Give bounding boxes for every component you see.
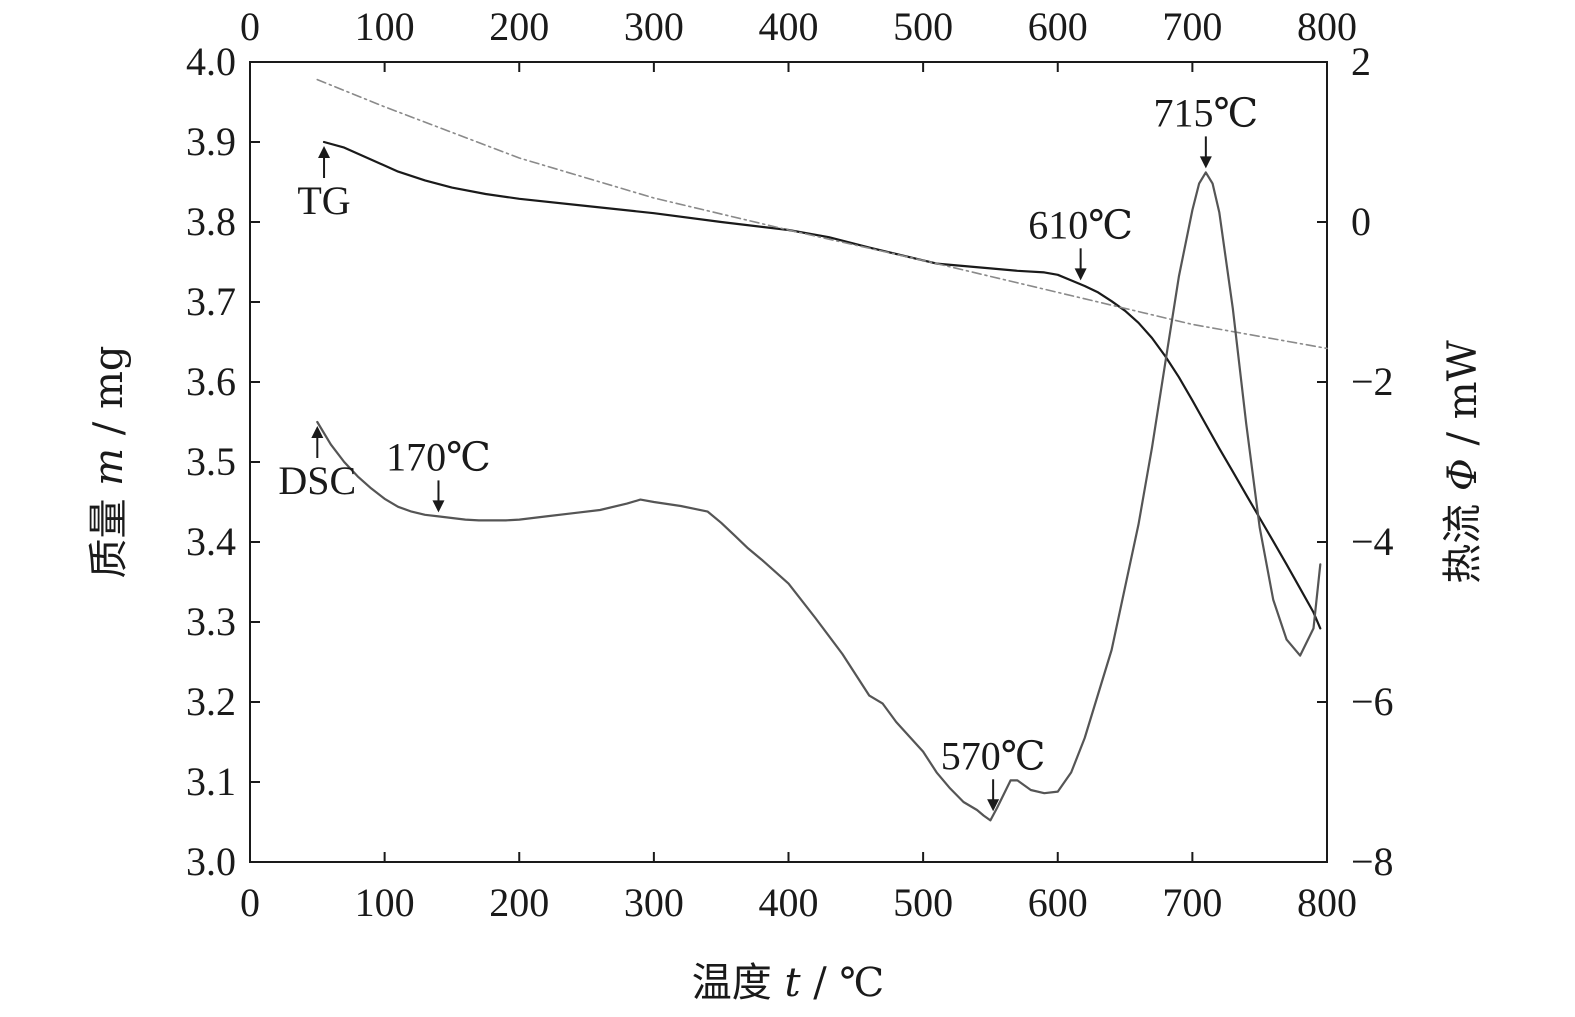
y-left-axis-title-prefix: 质量 <box>86 486 132 579</box>
x-tick-label-bottom: 600 <box>1028 880 1088 925</box>
y-right-tick-label: −8 <box>1351 839 1394 884</box>
y-right-tick-label: −4 <box>1351 519 1394 564</box>
annotation: DSC <box>278 426 356 503</box>
y-left-tick-label: 3.1 <box>186 759 236 804</box>
x-tick-label-bottom: 700 <box>1162 880 1222 925</box>
annotation-label: 610℃ <box>1028 202 1133 247</box>
x-tick-label-bottom: 200 <box>489 880 549 925</box>
x-tick-label-top: 600 <box>1028 4 1088 49</box>
annotation-label: 715℃ <box>1153 90 1258 135</box>
annotation-label: DSC <box>278 458 356 503</box>
x-tick-label-top: 400 <box>759 4 819 49</box>
annotation-arrow-head <box>318 146 331 158</box>
y-left-tick-label: 3.8 <box>186 199 236 244</box>
y-left-tick-label: 3.0 <box>186 839 236 884</box>
annotations: TG DSC 170℃ 570℃ 610℃ 715℃ <box>278 90 1258 812</box>
x-tick-label-top: 800 <box>1297 4 1357 49</box>
y-left-axis-title: 质量 m / mg <box>86 345 132 578</box>
y-left-tick-label: 3.3 <box>186 599 236 644</box>
annotation-arrow-head <box>311 426 324 438</box>
y-right-tick-label: −2 <box>1351 359 1394 404</box>
series-line-baseline <box>316 78 1328 350</box>
annotation-label: 170℃ <box>386 434 491 479</box>
y-left-tick-label: 3.7 <box>186 279 236 324</box>
y-right-tick-label: 2 <box>1351 39 1371 84</box>
y-left-tick-label: 3.6 <box>186 359 236 404</box>
x-axis-title-prefix: 温度 <box>692 960 785 1006</box>
x-axis-title-suffix: / ℃ <box>801 960 885 1006</box>
x-tick-label-bottom: 100 <box>355 880 415 925</box>
x-tick-label-bottom: 300 <box>624 880 684 925</box>
y-left-axis-title-suffix: / mg <box>86 345 132 447</box>
y-left-tick-label: 3.2 <box>186 679 236 724</box>
annotation-label: TG <box>297 178 350 223</box>
tick-marks <box>249 61 1328 863</box>
x-axis-title: 温度 t / ℃ <box>692 960 884 1006</box>
tick-labels: 0 0 100 100 200 200 300 300 400 400 500 500 600 600 70… <box>186 4 1394 925</box>
series-line-dsc <box>316 171 1322 822</box>
series-lines <box>316 78 1328 822</box>
x-tick-label-top: 700 <box>1162 4 1222 49</box>
y-left-tick-label: 3.4 <box>186 519 236 564</box>
x-tick-label-top: 500 <box>893 4 953 49</box>
x-tick-label-bottom: 400 <box>759 880 819 925</box>
y-right-tick-label: 0 <box>1351 199 1371 244</box>
y-right-axis-title-suffix: / mW <box>1440 340 1486 458</box>
annotation: 715℃ <box>1153 90 1258 169</box>
y-left-tick-label: 3.9 <box>186 119 236 164</box>
y-right-axis-title-prefix: 热流 <box>1440 491 1486 584</box>
x-tick-label-top: 0 <box>240 4 260 49</box>
annotation: 610℃ <box>1028 202 1133 281</box>
annotation: 570℃ <box>941 733 1046 812</box>
x-tick-label-top: 200 <box>489 4 549 49</box>
y-right-tick-label: −6 <box>1351 679 1394 724</box>
annotation: TG <box>297 146 351 223</box>
annotation-arrow-head <box>1074 268 1087 281</box>
x-tick-label-bottom: 0 <box>240 880 260 925</box>
y-left-tick-label: 3.5 <box>186 439 236 484</box>
annotation-label: 570℃ <box>941 733 1046 778</box>
series-line-tg <box>322 140 1322 630</box>
x-tick-label-top: 300 <box>624 4 684 49</box>
annotation-arrow-head <box>1199 156 1212 169</box>
y-left-axis-title-var: m <box>86 448 132 486</box>
annotation-arrow-head <box>432 500 445 513</box>
x-axis-title-var: t <box>784 960 801 1006</box>
annotation-arrow-head <box>987 799 1000 812</box>
y-right-axis-title: 热流 Φ / mW <box>1440 340 1486 583</box>
x-tick-label-bottom: 800 <box>1297 880 1357 925</box>
y-right-axis-title-var: Φ <box>1440 458 1486 491</box>
x-tick-label-top: 100 <box>355 4 415 49</box>
x-tick-label-bottom: 500 <box>893 880 953 925</box>
y-left-tick-label: 4.0 <box>186 39 236 84</box>
annotation: 170℃ <box>386 434 491 513</box>
